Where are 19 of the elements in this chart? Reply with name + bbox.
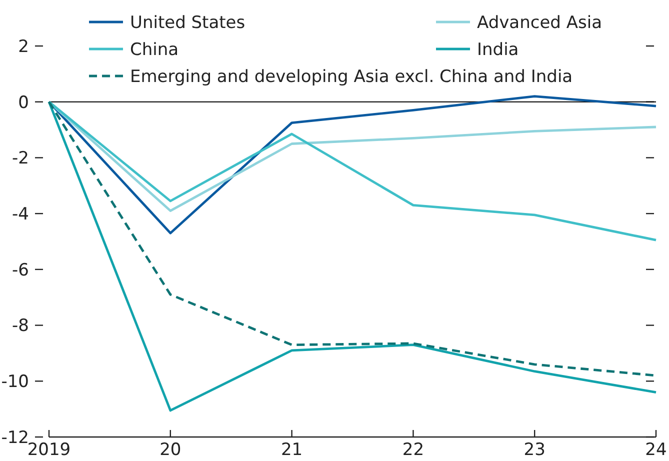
x-tick-label: 2019	[27, 440, 71, 460]
y-tick-label: -8	[12, 316, 29, 336]
y-tick-label: -6	[12, 260, 29, 280]
legend-label: Emerging and developing Asia excl. China and India	[130, 66, 573, 87]
legend-label: China	[130, 40, 179, 60]
y-tick-label: 2	[18, 36, 29, 57]
y-tick-label: 0	[18, 92, 29, 113]
x-tick-label: 24	[645, 440, 667, 460]
y-tick-label: -2	[12, 148, 29, 169]
y-tick-label: -4	[12, 204, 29, 225]
y-tick-label: -12	[1, 428, 29, 448]
y-tick-label: -10	[1, 372, 29, 392]
legend-label: India	[477, 40, 519, 60]
x-tick-label: 23	[524, 440, 546, 460]
x-tick-label: 22	[402, 440, 424, 460]
x-tick-label: 21	[280, 440, 303, 460]
legend-label: United States	[130, 12, 246, 33]
x-tick-label: 20	[160, 440, 182, 460]
legend-label: Advanced Asia	[477, 12, 602, 33]
